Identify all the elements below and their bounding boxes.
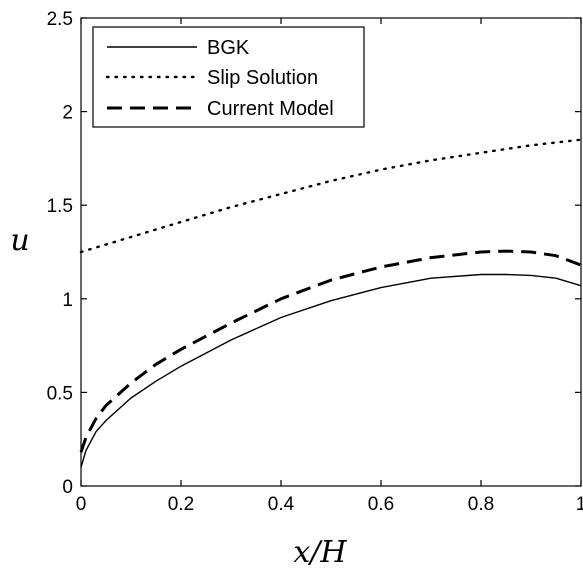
axis-ticks (80, 17, 582, 487)
legend-label-current: Current Model (207, 98, 334, 120)
legend-box (92, 26, 365, 128)
series-layer (79, 138, 583, 468)
y-tick-label: 2 (62, 103, 73, 124)
y-tick-label: 1 (62, 290, 73, 311)
x-tick-label: 0.2 (168, 494, 194, 515)
y-tick-label: 0 (62, 477, 73, 498)
series-line-current-model (79, 249, 582, 453)
x-tick-label: 0.4 (268, 494, 295, 515)
y-tick-label: 2.5 (47, 9, 73, 30)
legend: BGK Slip Solution Current Model (92, 26, 365, 128)
legend-label-bgk: BGK (207, 37, 250, 59)
x-tick-label: 0 (76, 494, 87, 515)
x-tick-label: 0.6 (368, 494, 394, 515)
y-tick-label: 1.5 (47, 196, 73, 217)
x-tick-label: 0.8 (468, 494, 494, 515)
legend-label-slip: Slip Solution (207, 67, 318, 89)
tick-labels: 0 0.2 0.4 0.6 0.8 1 0 0.5 1 1.5 2 2.5 (47, 9, 583, 515)
series-line-bgk (80, 273, 582, 468)
y-axis-label: u (10, 223, 29, 258)
x-axis-label: x/H (293, 535, 347, 570)
series-line-slip-solution (79, 138, 583, 254)
x-tick-label: 1 (576, 494, 583, 515)
y-tick-label: 0.5 (47, 383, 73, 404)
